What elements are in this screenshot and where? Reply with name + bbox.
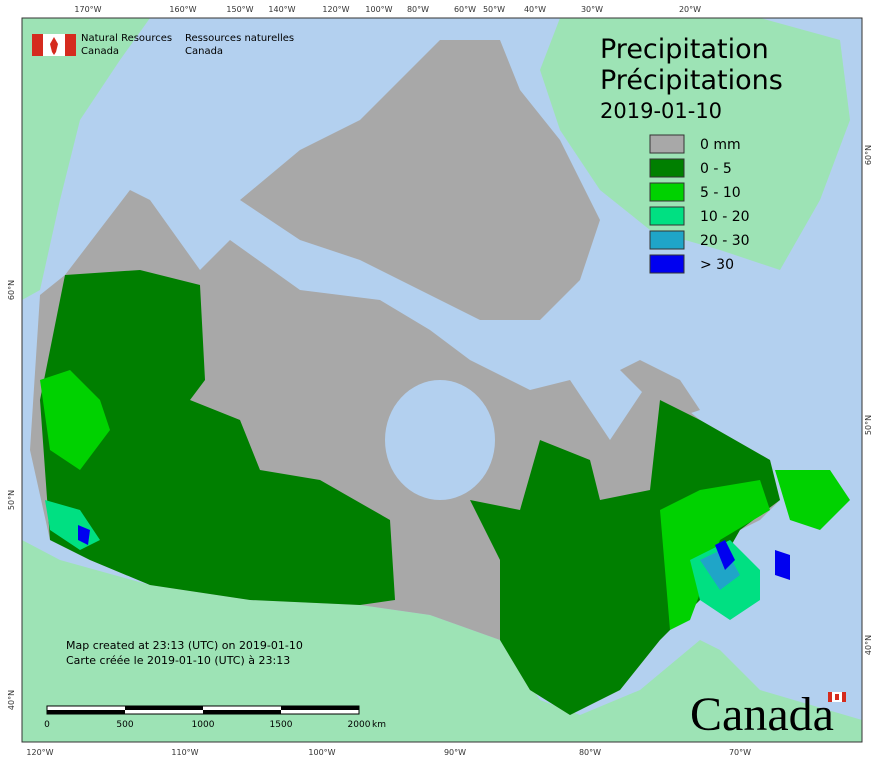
graticule-labels: 170°W 160°W 150°W 140°W 120°W 100°W 80°W… [7, 5, 873, 757]
lon-label: 50°W [483, 5, 505, 14]
lon-label: 60°W [454, 5, 476, 14]
legend-label: 0 mm [700, 137, 741, 153]
lat-label: 60°N [864, 145, 873, 165]
lon-label: 70°W [729, 748, 751, 757]
agency-en: Canada [81, 46, 119, 57]
legend-label: > 30 [700, 257, 734, 273]
arctic-islands [240, 40, 600, 320]
map-frame [21, 17, 863, 743]
precip-zone [775, 470, 850, 530]
note: Carte créée le 2019-01-10 (UTC) à 23:13 [66, 654, 290, 667]
note: Map created at 23:13 (UTC) on 2019-01-10 [66, 639, 303, 652]
legend-label: 5 - 10 [700, 185, 741, 201]
legend-swatch [649, 230, 685, 250]
legend-label: 10 - 20 [700, 209, 750, 225]
lat-label: 60°N [7, 280, 16, 300]
scale-unit: km [372, 720, 386, 730]
precip-zone [78, 525, 90, 545]
lon-label: 80°W [579, 748, 601, 757]
date: 2019-01-10 [600, 99, 722, 123]
lon-label: 120°W [26, 748, 53, 757]
precip-zone [660, 480, 770, 630]
legend-swatch [649, 158, 685, 178]
lon-label: 120°W [322, 5, 349, 14]
maple-leaf [50, 37, 58, 55]
wordmark-flag [835, 694, 839, 700]
agency-en: Natural Resources [81, 33, 172, 44]
scale-segment [125, 706, 203, 710]
lon-label: 140°W [268, 5, 295, 14]
precip-zone [40, 270, 395, 605]
precip-zone [775, 550, 790, 580]
lon-label: 160°W [169, 5, 196, 14]
scale-label: 0 [44, 720, 50, 730]
precip-zone [715, 540, 735, 570]
island [620, 360, 700, 420]
flag-band [65, 34, 76, 56]
precip-zone [40, 370, 110, 470]
wordmark: Canada [690, 688, 834, 741]
scale-bar: 0 500 1000 1500 2000 km [44, 705, 386, 730]
lon-label: 80°W [407, 5, 429, 14]
legend-label: 20 - 30 [700, 233, 750, 249]
lon-label: 110°W [171, 748, 198, 757]
legend-swatch [649, 254, 685, 274]
legend-swatch [649, 206, 685, 226]
legend-swatch [649, 134, 685, 154]
flag-band [32, 34, 43, 56]
agency-fr: Canada [185, 46, 223, 57]
title: Precipitation [600, 34, 769, 65]
scale-segment [47, 710, 125, 714]
lat-label: 40°N [864, 635, 873, 655]
scale-segment [203, 710, 281, 714]
precip-zone [470, 400, 780, 715]
alaska [22, 18, 150, 300]
lon-label: 30°W [581, 5, 603, 14]
lon-label: 100°W [308, 748, 335, 757]
lon-label: 100°W [365, 5, 392, 14]
scale-label: 1000 [192, 720, 215, 730]
legend: 0 mm 0 - 5 5 - 10 10 - 20 20 - 30 > 30 [649, 134, 750, 274]
hudson-bay [385, 380, 495, 500]
lat-label: 40°N [7, 690, 16, 710]
scale-label: 1500 [270, 720, 293, 730]
scale-label: 500 [116, 720, 133, 730]
lon-label: 170°W [74, 5, 101, 14]
lat-label: 50°N [864, 415, 873, 435]
lon-label: 20°W [679, 5, 701, 14]
usa [22, 540, 862, 742]
agency-fr: Ressources naturelles [185, 33, 294, 44]
lon-label: 90°W [444, 748, 466, 757]
scale-segment [281, 706, 359, 710]
lon-label: 150°W [226, 5, 253, 14]
legend-swatch [649, 182, 685, 202]
lon-label: 40°W [524, 5, 546, 14]
greenland [540, 18, 850, 270]
scale-label: 2000 [348, 720, 371, 730]
lat-label: 50°N [7, 490, 16, 510]
legend-label: 0 - 5 [700, 161, 732, 177]
title: Précipitations [600, 65, 783, 96]
